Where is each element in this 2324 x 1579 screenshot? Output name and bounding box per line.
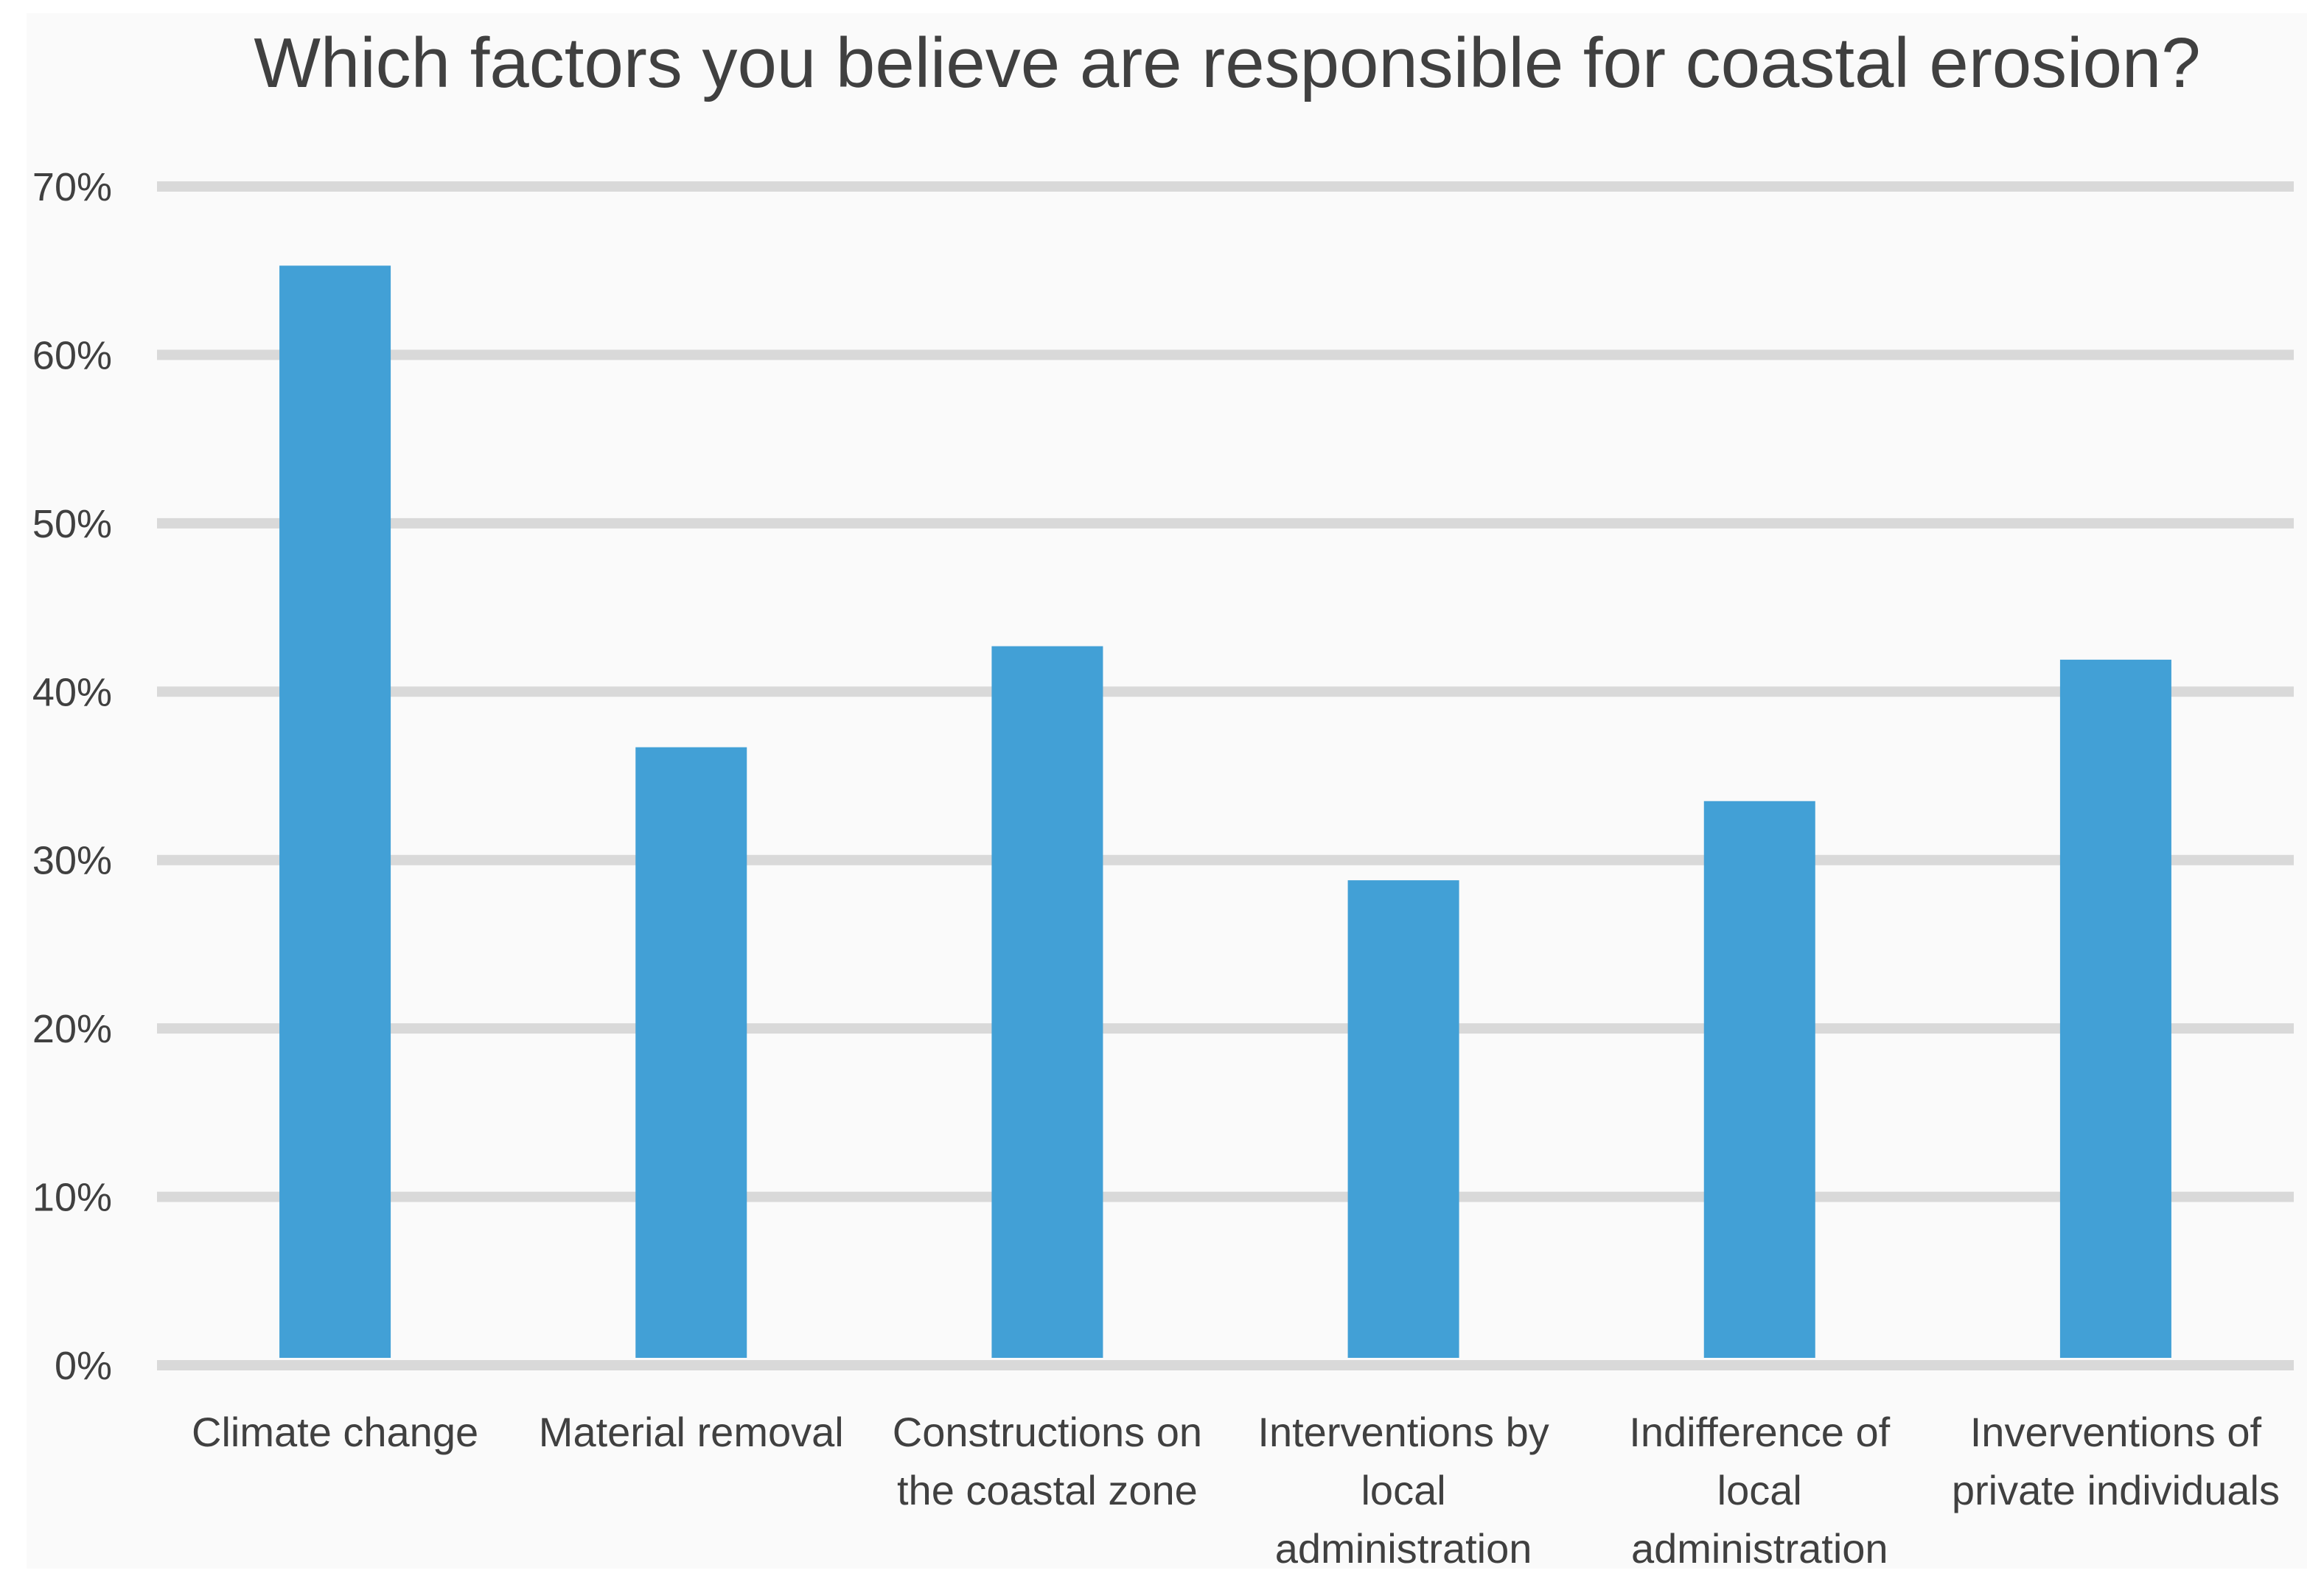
y-tick-label: 10% [32,1176,112,1220]
x-category-label-line: Constructions on [893,1409,1202,1455]
y-tick-label: 50% [32,502,112,546]
y-tick-label: 70% [32,165,112,209]
x-category-label-line: administration [1631,1525,1888,1572]
bar-2 [635,747,747,1358]
bar-4 [1347,880,1459,1358]
x-category-label-line: administration [1275,1525,1532,1572]
y-tick-label: 60% [32,333,112,377]
x-category-label: Constructions on the coastal zone [893,1409,1202,1513]
x-category-label-line: local [1717,1467,1802,1513]
x-category-label-line: Material removal [539,1409,844,1455]
x-category-label-line: Interventions by [1257,1409,1549,1455]
x-category-label: Material removal [539,1409,844,1455]
bar-5 [1703,801,1815,1358]
y-tick-label: 0% [55,1344,112,1388]
y-axis-tick-labels: 0% 10% 20% 30% 40% 50% 60% 70% [32,165,112,1388]
chart-title: Which factors you believe are responsibl… [254,24,2200,102]
x-category-label-line: Climate change [192,1409,478,1455]
x-category-label-line: the coastal zone [897,1467,1198,1513]
x-category-label-line: Inverventions of [1970,1409,2262,1455]
bar-6 [2059,659,2171,1358]
gridlines [157,181,2294,1370]
x-category-label: Interventions by local administration [1257,1409,1549,1572]
bar-1 [279,265,391,1358]
x-category-label: Inverventions of private individuals [1952,1409,2280,1513]
bars [279,265,2171,1358]
x-category-label-line: local [1361,1467,1445,1513]
bar-3 [991,646,1103,1358]
y-tick-label: 20% [32,1007,112,1051]
y-tick-label: 30% [32,839,112,883]
x-category-label: Climate change [192,1409,478,1455]
x-axis-category-labels: Climate change Material removal Constructi… [192,1409,2280,1572]
x-category-label: Indifference of local administration [1629,1409,1890,1572]
x-category-label-line: Indifference of [1629,1409,1890,1455]
x-category-label-line: private individuals [1952,1467,2280,1513]
y-tick-label: 40% [32,670,112,714]
chart-background [27,13,2307,1569]
